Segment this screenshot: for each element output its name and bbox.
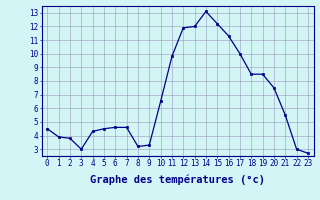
X-axis label: Graphe des températures (°c): Graphe des températures (°c) (90, 174, 265, 185)
